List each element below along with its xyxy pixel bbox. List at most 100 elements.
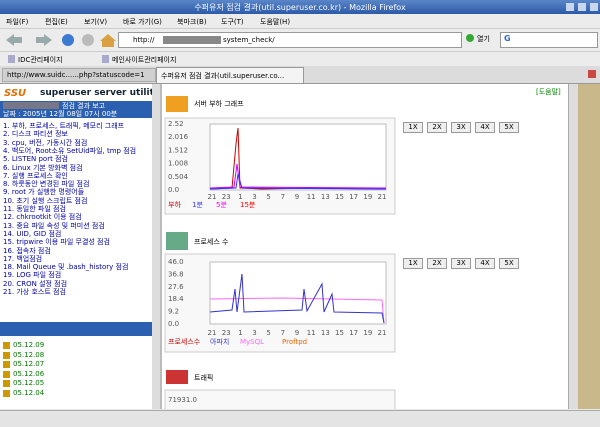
bookmark-icon	[102, 55, 109, 63]
y-tick-label: 0.0	[168, 320, 179, 328]
nav-icons	[6, 34, 116, 47]
x-tick-label: 1	[238, 329, 242, 337]
minimize[interactable]	[566, 3, 574, 11]
graph-icon	[166, 232, 188, 250]
zoom-button[interactable]: 3X	[451, 122, 471, 133]
zoom-button[interactable]: 1X	[403, 122, 423, 133]
url-redacted	[163, 36, 221, 44]
bookmark[interactable]: IDC관리페이지	[18, 56, 63, 64]
menu-item[interactable]: 바로 가기(G)	[123, 18, 162, 26]
zoom-button[interactable]: 4X	[475, 122, 495, 133]
scrollbar[interactable]	[568, 84, 578, 409]
date-link[interactable]: 05.12.09	[13, 341, 45, 349]
stop[interactable]	[82, 34, 94, 46]
nav-toolbar: http:// system_check/ 열기 G	[0, 28, 600, 51]
x-tick-label: 17	[349, 329, 358, 337]
report-link[interactable]: 10. 초기 실행 스크립트 점검	[3, 196, 88, 205]
close-tab[interactable]	[588, 70, 596, 78]
report-link[interactable]: 17. 백업점검	[3, 254, 43, 263]
report-link[interactable]: 15. tripwire 이용 파일 무결성 점검	[3, 238, 110, 247]
forward[interactable]	[36, 34, 52, 46]
url-bar[interactable]: http:// system_check/	[118, 32, 462, 48]
tab-label: http://www.suidc......php?statuscode=1	[7, 71, 145, 79]
date-icon	[3, 389, 10, 397]
date-link[interactable]: 05.12.04	[13, 388, 45, 397]
menu-item[interactable]: 북마크(B)	[177, 18, 207, 26]
report-link[interactable]: 18. Mail Queue 및 .bash_history 점검	[3, 263, 129, 272]
y-tick-label: 1.008	[168, 160, 188, 168]
report-link[interactable]: 19. LOG 파일 점검	[3, 271, 62, 280]
date-link[interactable]: 05.12.06	[13, 369, 45, 378]
content-frame: [도움말] 서버 부하 그래프 2.52 2.016 1.512 1.008 0.504 0…	[162, 84, 578, 409]
menu-item[interactable]: 도구(T)	[221, 18, 244, 26]
date-link[interactable]: 05.12.05	[13, 379, 45, 387]
report-link[interactable]: 8. 하룻동안 변경된 파일 점검	[3, 180, 90, 189]
report-link[interactable]: 3. cpu, 버전, 가동시간 점검	[3, 138, 88, 147]
search-box[interactable]: G	[500, 32, 598, 48]
menu-item[interactable]: 편집(E)	[45, 18, 68, 26]
report-link[interactable]: 12. chkrootkit 이용 점검	[3, 213, 82, 222]
tab-bar: http://www.suidc......php?statuscode=1 수…	[0, 66, 600, 84]
date-link[interactable]: 05.12.07	[13, 360, 45, 368]
x-tick-label: 23	[222, 193, 231, 201]
section-bar	[0, 322, 152, 336]
menu-item[interactable]: 도움말(H)	[260, 18, 291, 26]
close[interactable]	[590, 3, 598, 11]
y-tick-label: 2.52	[168, 120, 184, 128]
y-tick-label: 0.504	[168, 173, 189, 181]
zoom-button[interactable]: 2X	[427, 258, 447, 269]
report-link[interactable]: 11. 동일한 파일 점검	[3, 205, 66, 213]
x-tick-label: 7	[281, 193, 285, 201]
report-link[interactable]: 4. 백도어, Root소유 SetUid파일, tmp 점검	[3, 146, 137, 155]
go-button[interactable]: 열기	[477, 35, 490, 43]
report-link[interactable]: 6. Linux 기본 방화벽 점검	[3, 163, 83, 172]
tab-active[interactable]: 수퍼유저 점검 결과(util.superuser.co...	[156, 67, 304, 83]
process-line	[209, 297, 385, 324]
tab[interactable]: http://www.suidc......php?statuscode=1	[2, 68, 156, 82]
report-link[interactable]: 9. root 가 실행한 명령어들	[3, 188, 85, 197]
zoom-button[interactable]: 2X	[427, 122, 447, 133]
y-tick-label: 2.016	[168, 133, 189, 141]
url-suffix: system_check/	[223, 36, 275, 44]
title-bar: 수퍼유저 점검 결과(util.superuser.co.kr) - Mozil…	[0, 0, 600, 14]
report-link[interactable]: 14. UID, GID 점검	[3, 229, 62, 238]
help-link[interactable]: [도움말]	[536, 88, 561, 96]
menu-item[interactable]: 파일(F)	[6, 18, 29, 26]
scrollbar[interactable]	[152, 84, 160, 409]
report-link[interactable]: 5. LISTEN port 점검	[3, 155, 68, 164]
sidebar-frame: SSU superuser server utility 점검 결과 보고 날짜…	[0, 84, 162, 409]
zoom-button[interactable]: 5X	[499, 258, 519, 269]
report-header: 점검 결과 보고 날짜 : 2005년 12월 08일 07시 00분	[0, 101, 152, 118]
report-link[interactable]: 20. CRON 설정 점검	[3, 279, 68, 288]
zoom-button[interactable]: 3X	[451, 258, 471, 269]
date-link[interactable]: 05.12.08	[13, 350, 45, 359]
zoom-button[interactable]: 5X	[499, 122, 519, 133]
legend-item: MySQL	[240, 338, 264, 346]
y-tick-label: 27.6	[168, 283, 184, 291]
menu-item[interactable]: 보기(V)	[84, 18, 108, 26]
report-link[interactable]: 1. 부하, 프로세스, 트래픽, 메모리 그래프	[3, 122, 125, 130]
report-link[interactable]: 16. 접속자 점검	[3, 246, 51, 255]
legend-item: 부하	[168, 200, 181, 209]
home[interactable]	[100, 34, 116, 47]
x-tick-label: 5	[266, 193, 270, 201]
report-link[interactable]: 7. 실행 프로세스 확인	[3, 171, 68, 180]
x-tick-label: 21	[378, 329, 387, 337]
report-link[interactable]: 21. 가상 호스트 점검	[3, 288, 66, 296]
graphs: 서버 부하 그래프 2.52 2.016 1.512 1.008 0.504 0.0 21 23…	[164, 96, 396, 409]
zoom-button[interactable]: 1X	[403, 258, 423, 269]
bookmark[interactable]: 메인사이트관리페이지	[112, 56, 177, 64]
zoom-button[interactable]: 4X	[475, 258, 495, 269]
report-link[interactable]: 13. 중요 파일 속성 및 퍼미션 점검	[3, 221, 105, 230]
x-tick-label: 5	[266, 329, 270, 337]
graph-icon	[166, 96, 188, 112]
back[interactable]	[6, 34, 22, 46]
reload[interactable]	[62, 34, 74, 46]
x-tick-label: 3	[252, 193, 256, 201]
go-icon	[466, 34, 474, 42]
maximize[interactable]	[578, 3, 586, 11]
report-link[interactable]: 2. 디스크 파티션 정보	[3, 130, 68, 139]
bookmark-icon	[8, 55, 15, 63]
legend-item: 아파치	[210, 337, 229, 346]
